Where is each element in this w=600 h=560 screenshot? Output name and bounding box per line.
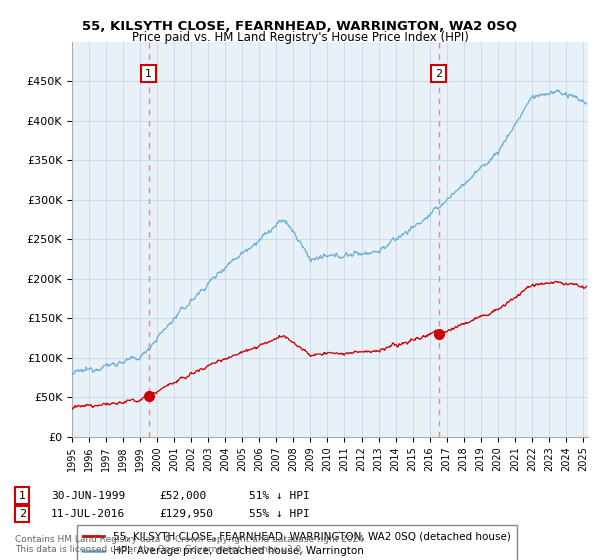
Text: Contains HM Land Registry data © Crown copyright and database right 2024.
This d: Contains HM Land Registry data © Crown c… [15, 535, 367, 554]
Text: 55, KILSYTH CLOSE, FEARNHEAD, WARRINGTON, WA2 0SQ: 55, KILSYTH CLOSE, FEARNHEAD, WARRINGTON… [83, 20, 517, 32]
Text: 11-JUL-2016: 11-JUL-2016 [51, 509, 125, 519]
Text: £129,950: £129,950 [159, 509, 213, 519]
Text: 55% ↓ HPI: 55% ↓ HPI [249, 509, 310, 519]
Text: 51% ↓ HPI: 51% ↓ HPI [249, 491, 310, 501]
Text: 2: 2 [435, 68, 442, 78]
Legend: 55, KILSYTH CLOSE, FEARNHEAD, WARRINGTON, WA2 0SQ (detached house), HPI: Average: 55, KILSYTH CLOSE, FEARNHEAD, WARRINGTON… [77, 525, 517, 560]
Text: 30-JUN-1999: 30-JUN-1999 [51, 491, 125, 501]
Text: 1: 1 [145, 68, 152, 78]
Text: 1: 1 [19, 491, 26, 501]
Text: 2: 2 [19, 509, 26, 519]
Text: £52,000: £52,000 [159, 491, 206, 501]
Text: Price paid vs. HM Land Registry's House Price Index (HPI): Price paid vs. HM Land Registry's House … [131, 31, 469, 44]
